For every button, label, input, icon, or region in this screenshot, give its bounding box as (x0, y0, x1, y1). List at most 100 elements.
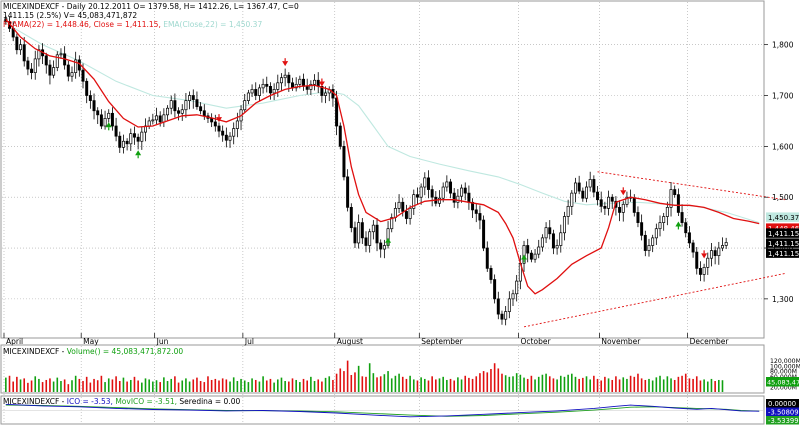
volume-header-label: Volume() = 45,083,471,872.00 (67, 347, 184, 356)
candle-body (136, 136, 140, 142)
volume-bar (515, 373, 518, 392)
volume-bar (412, 379, 415, 392)
volume-bar (361, 376, 364, 392)
volume-bar (221, 378, 224, 392)
volume-bar (431, 376, 433, 392)
candle-body (155, 115, 159, 121)
volume-bar (177, 382, 180, 392)
candle-body (581, 190, 585, 199)
volume-bar (115, 376, 117, 392)
volume-bar (512, 376, 514, 392)
volume-bar (401, 376, 404, 392)
volume-bar (317, 379, 320, 392)
volume-bar (27, 382, 29, 392)
volume-bar (251, 378, 253, 392)
candle-body (74, 59, 78, 73)
candle-body (401, 201, 405, 212)
candle-body (287, 74, 291, 84)
price-tag (766, 223, 799, 233)
candle-body (404, 211, 408, 219)
candle-body (254, 89, 258, 96)
frama-line (5, 18, 760, 295)
candle-body (526, 245, 530, 254)
volume-bar (67, 384, 70, 392)
volume-bar (188, 381, 191, 392)
candle-body (423, 177, 427, 188)
candle-body (15, 36, 19, 51)
ico-tag-label: -3.53399 (768, 417, 799, 425)
volume-bar (118, 381, 121, 392)
month-label: Jun (156, 337, 169, 346)
header-line-2: 1411.15 (2.5%) V= 45,083,471,872 (3, 11, 137, 20)
candle-body (26, 60, 30, 70)
candle-body (603, 205, 607, 209)
candle-body (202, 110, 206, 117)
buy-arrow-icon (385, 237, 392, 243)
candle-body (382, 245, 386, 250)
candle-body (371, 224, 375, 233)
volume-bar (155, 380, 158, 392)
candle-body (662, 216, 666, 223)
candle-body (342, 146, 346, 178)
volume-bar (56, 377, 59, 392)
movico-series (5, 404, 760, 417)
candle-body (265, 83, 269, 87)
volume-bar (332, 379, 334, 392)
candle-body (713, 250, 717, 257)
volume-bar (137, 380, 139, 392)
volume-bar (240, 378, 242, 392)
volume-bar (346, 360, 349, 392)
volume-bar (273, 382, 275, 392)
volume-bar (126, 381, 128, 392)
volume-bars: 20,000M40,000M60,000M80,000M100,000M120,… (5, 358, 800, 392)
volume-bar (350, 375, 353, 392)
candle-body (250, 89, 254, 94)
volume-header-prefix: MICEXINDEXCF - (3, 347, 67, 356)
volume-bar (615, 376, 617, 392)
candle-body (268, 86, 272, 94)
volume-bar (618, 379, 621, 392)
volume-tick-label: 80,000M (770, 369, 797, 376)
price-tick-label: 1,500 (772, 193, 794, 202)
candle-body (349, 207, 353, 229)
candle-body (673, 189, 677, 195)
frama-legend: FRAMA(22) = 1,448.46, Close = 1,411.15, (3, 20, 163, 29)
volume-bar (288, 381, 290, 392)
candle-body (335, 97, 339, 127)
volume-bar (519, 374, 522, 392)
volume-bar (100, 375, 103, 392)
volume-bar (207, 376, 209, 392)
ico-lines: 0.00000-3.50809-3.53399 (2, 399, 799, 425)
ico-panel-frame (0, 395, 765, 425)
month-axis: April May Jun Jul August September October Nove… (3, 333, 729, 346)
volume-bar (243, 380, 246, 392)
volume-bar (600, 380, 603, 392)
volume-bar (104, 382, 106, 392)
candle-body (390, 217, 394, 230)
candle-body (654, 228, 658, 239)
volume-bar (714, 381, 716, 392)
buy-arrow-icon (675, 221, 682, 227)
candle-body (96, 110, 100, 116)
volume-bar (383, 374, 386, 392)
candlesticks (4, 15, 728, 326)
volume-bar (559, 375, 562, 392)
candle-body (592, 179, 596, 193)
volume-bar (721, 380, 724, 392)
volume-bar (501, 373, 503, 392)
month-label: Jul (244, 337, 254, 346)
candle-body (658, 222, 662, 230)
volume-bar (684, 373, 687, 392)
volume-bar (313, 381, 316, 392)
price-tag-label: 1,411.15 (768, 230, 799, 238)
volume-bar (390, 378, 393, 392)
candle-body (59, 53, 63, 56)
volume-bar (82, 381, 84, 392)
volume-bar (688, 378, 691, 392)
volume-bar (93, 378, 95, 392)
candle-body (665, 207, 669, 217)
candle-body (118, 135, 122, 148)
candle-body (37, 49, 41, 60)
